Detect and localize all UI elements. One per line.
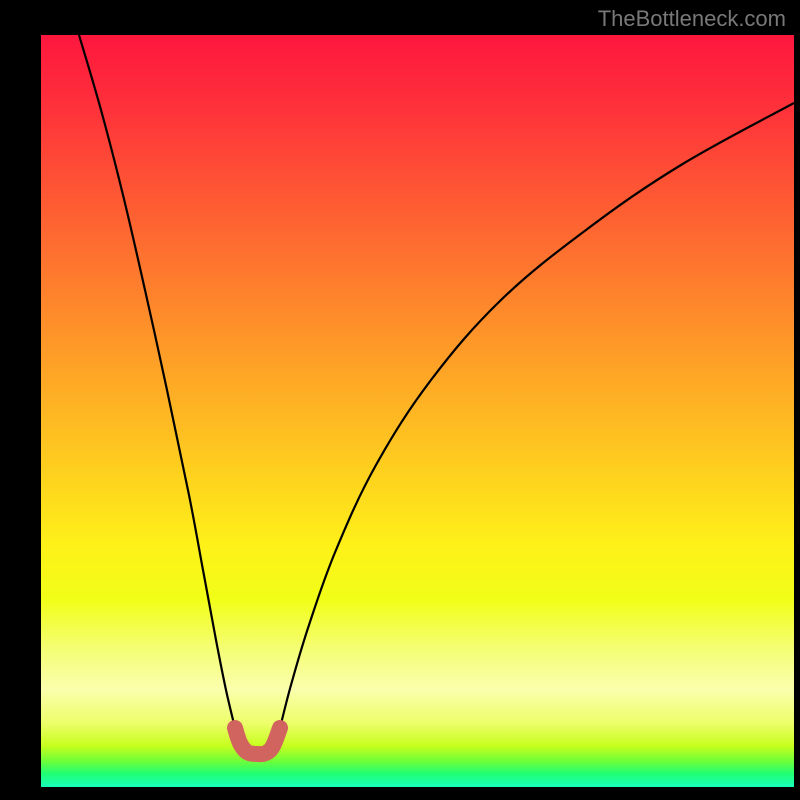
left-branch-curve <box>79 35 235 728</box>
right-branch-curve <box>280 103 794 728</box>
curve-overlay <box>41 35 794 787</box>
plot-area <box>41 35 794 787</box>
watermark-text: TheBottleneck.com <box>598 6 786 32</box>
valley-marker <box>235 728 280 754</box>
